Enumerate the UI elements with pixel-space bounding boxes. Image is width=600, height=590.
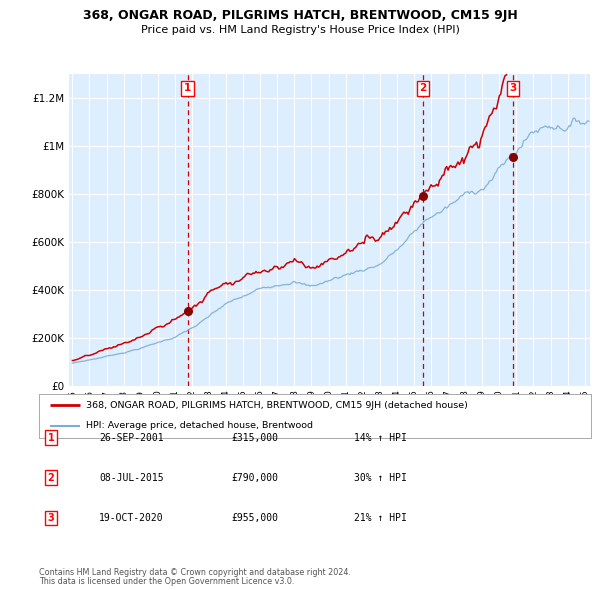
Text: 08-JUL-2015: 08-JUL-2015 (99, 473, 164, 483)
Text: £955,000: £955,000 (231, 513, 278, 523)
Text: HPI: Average price, detached house, Brentwood: HPI: Average price, detached house, Bren… (86, 421, 313, 430)
Text: 26-SEP-2001: 26-SEP-2001 (99, 433, 164, 442)
Text: 3: 3 (47, 513, 55, 523)
Text: £790,000: £790,000 (231, 473, 278, 483)
Text: 1: 1 (184, 83, 191, 93)
Text: 3: 3 (509, 83, 517, 93)
Text: Contains HM Land Registry data © Crown copyright and database right 2024.: Contains HM Land Registry data © Crown c… (39, 568, 351, 577)
Text: 21% ↑ HPI: 21% ↑ HPI (354, 513, 407, 523)
Text: This data is licensed under the Open Government Licence v3.0.: This data is licensed under the Open Gov… (39, 577, 295, 586)
Text: £315,000: £315,000 (231, 433, 278, 442)
Text: 368, ONGAR ROAD, PILGRIMS HATCH, BRENTWOOD, CM15 9JH (detached house): 368, ONGAR ROAD, PILGRIMS HATCH, BRENTWO… (86, 401, 468, 410)
Text: 19-OCT-2020: 19-OCT-2020 (99, 513, 164, 523)
Text: 2: 2 (47, 473, 55, 483)
Text: Price paid vs. HM Land Registry's House Price Index (HPI): Price paid vs. HM Land Registry's House … (140, 25, 460, 35)
Text: 1: 1 (47, 433, 55, 442)
Text: 368, ONGAR ROAD, PILGRIMS HATCH, BRENTWOOD, CM15 9JH: 368, ONGAR ROAD, PILGRIMS HATCH, BRENTWO… (83, 9, 517, 22)
Text: 30% ↑ HPI: 30% ↑ HPI (354, 473, 407, 483)
Text: 2: 2 (419, 83, 427, 93)
Text: 14% ↑ HPI: 14% ↑ HPI (354, 433, 407, 442)
